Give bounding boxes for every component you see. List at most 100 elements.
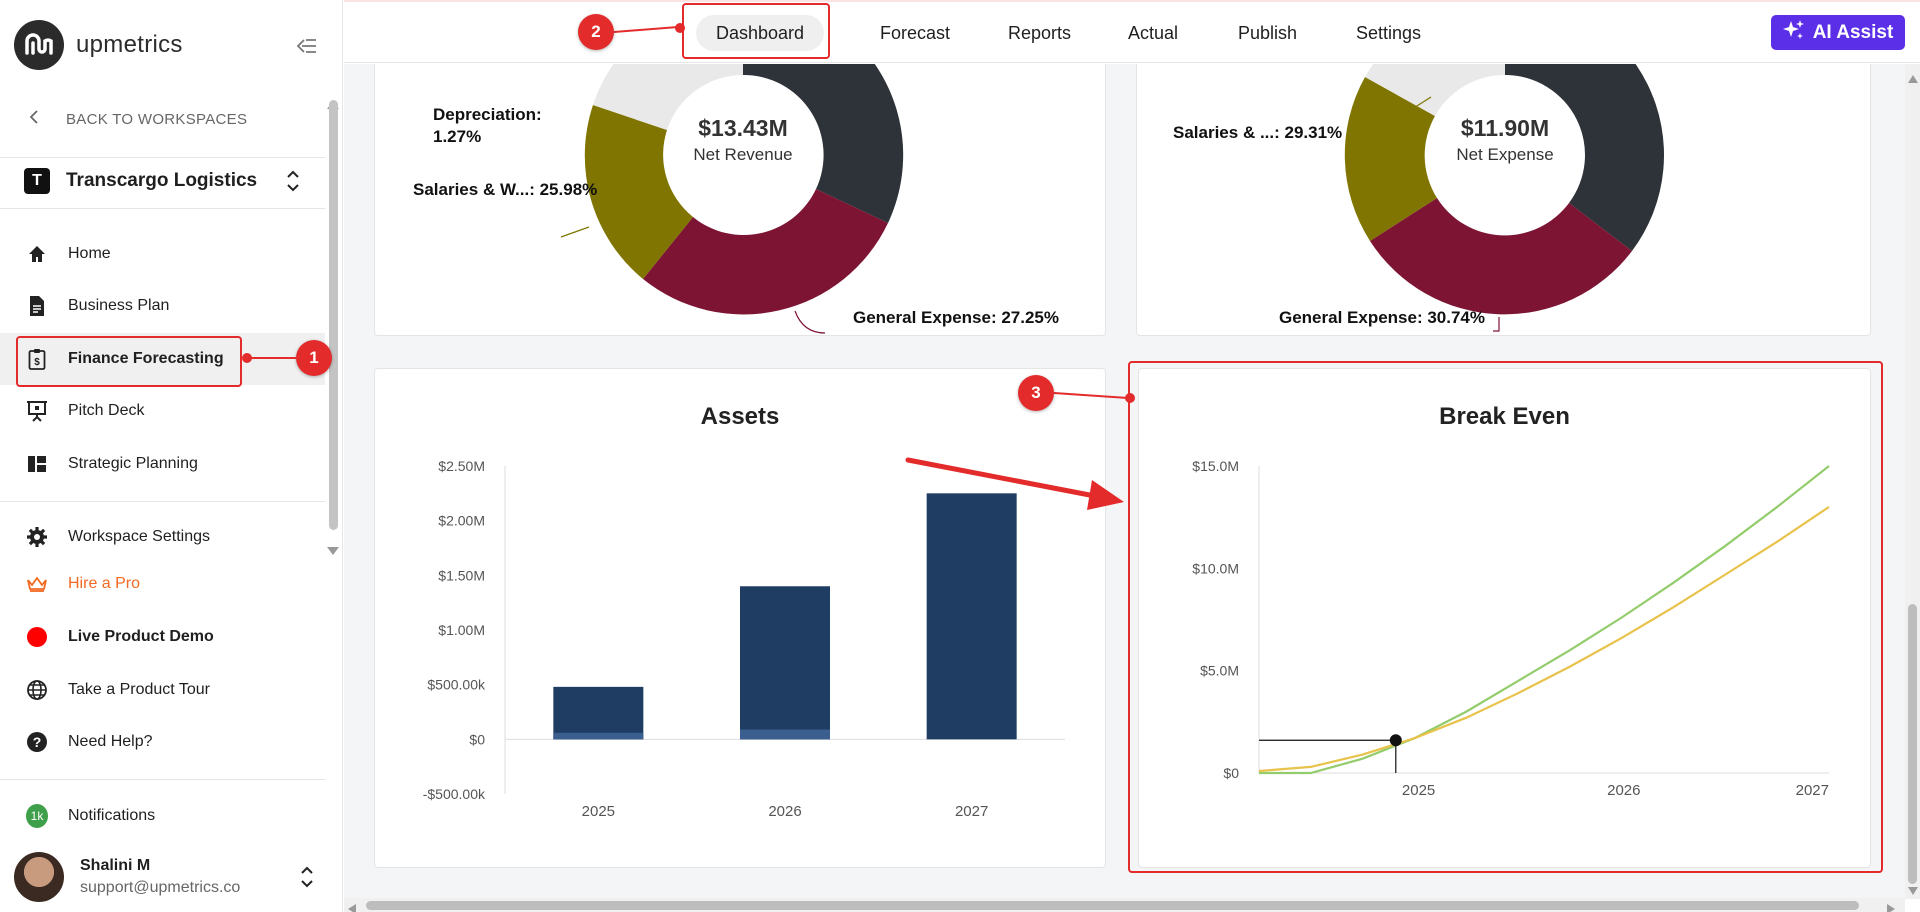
break-even-title: Break Even (1439, 403, 1570, 430)
donut-slice-general-expense (643, 189, 888, 315)
y-tick-label: $10.0M (1192, 560, 1239, 576)
horizontal-scrollbar[interactable] (344, 898, 1905, 912)
general-expense-label: General Expense: 30.74% (1279, 308, 1486, 327)
tab-forecast[interactable]: Forecast (880, 22, 951, 43)
expense-donut-chart (1344, 64, 1664, 332)
back-to-workspaces-link[interactable]: BACK TO WORKSPACES (28, 110, 247, 128)
donut-slice-other (1505, 64, 1664, 251)
nav-hire-a-pro[interactable]: Hire a Pro (0, 558, 325, 610)
depreciation-label: Depreciation: (433, 105, 542, 124)
y-tick-label: $500.00k (427, 677, 486, 693)
x-tick-label: 2025 (582, 803, 615, 820)
brand-logo[interactable]: upmetrics (14, 20, 183, 70)
y-tick-label: $0 (1223, 765, 1239, 781)
x-tick-label: 2026 (1607, 782, 1640, 799)
y-tick-label: -$500.00k (423, 786, 486, 802)
scroll-up-arrow-icon[interactable] (1908, 70, 1918, 88)
grid-icon (26, 453, 48, 475)
general-expense-label: General Expense: 27.25% (853, 308, 1060, 327)
live-dot-icon (26, 626, 48, 648)
scroll-left-arrow-icon[interactable] (348, 901, 356, 912)
workspace-selector[interactable]: T Transcargo Logistics (24, 168, 304, 194)
annotation-callout-1: 1 (296, 340, 332, 376)
finance-icon: $ (26, 348, 48, 370)
ai-assist-button[interactable]: AI Assist (1771, 15, 1905, 50)
net-expense-label: Net Expense (1456, 145, 1554, 164)
nav-workspace-settings[interactable]: Workspace Settings (0, 511, 325, 563)
nav-strategic-planning[interactable]: Strategic Planning (0, 438, 325, 490)
tab-reports[interactable]: Reports (1008, 22, 1072, 43)
nav-business-plan[interactable]: Business Plan (0, 280, 325, 332)
tab-dashboard[interactable]: Dashboard (696, 15, 825, 51)
donut-slice-other (743, 64, 904, 223)
assets-bar-chart: $2.50M $2.00M $1.50M $1.00M $500.00k $0 -$500.… (423, 458, 1065, 820)
y-tick-label: $0 (469, 731, 485, 747)
label-leader-line (1394, 96, 1432, 121)
page-vertical-scrollbar[interactable] (1905, 64, 1920, 899)
chevron-left-icon (28, 110, 40, 128)
nav-take-a-product-tour[interactable]: Take a Product Tour (0, 664, 325, 716)
tab-publish[interactable]: Publish (1238, 22, 1298, 43)
bar-2026 (740, 586, 830, 740)
annotation-highlight-1 (16, 336, 242, 387)
back-to-workspaces-label: BACK TO WORKSPACES (66, 110, 248, 128)
x-tick-label: 2025 (1402, 782, 1435, 799)
tab-settings[interactable]: Settings (1356, 22, 1422, 43)
ai-assist-label: AI Assist (1812, 21, 1894, 43)
globe-icon (26, 679, 48, 701)
expand-collapse-icon[interactable] (300, 864, 314, 895)
horizontal-scroll-thumb[interactable] (366, 901, 1859, 910)
nav-home[interactable]: Home (0, 228, 325, 280)
nav-notifications[interactable]: 1k Notifications (0, 790, 325, 842)
presentation-icon (26, 400, 48, 422)
help-icon: ? (26, 731, 48, 753)
svg-text:$: $ (34, 357, 40, 368)
svg-text:?: ? (33, 734, 42, 750)
nav-notifications-label: Notifications (68, 807, 156, 824)
user-profile[interactable]: Shalini M support@upmetrics.co (14, 852, 240, 902)
x-tick-label: 2027 (1796, 782, 1829, 799)
assets-title: Assets (700, 403, 780, 430)
nav-finance-forecasting[interactable]: $ Finance Forecasting (0, 333, 325, 385)
nav-pitch-deck[interactable]: Pitch Deck (0, 385, 325, 437)
x-tick-label: 2026 (768, 803, 801, 820)
crown-icon (26, 573, 48, 595)
revenue-breakdown-card: $13.43M Net Revenue Depreciation: 1.27% … (374, 64, 1106, 336)
sidebar-scrollbar[interactable] (329, 100, 338, 530)
scroll-down-arrow-icon[interactable] (327, 542, 339, 560)
bar-secondary-2026 (740, 729, 830, 740)
break-even-line-chart: $15.0M $10.0M $5.0M $0 2025 2026 2027 (1192, 458, 1830, 799)
annotation-highlight-2 (682, 3, 830, 59)
dashboard-content: $13.43M Net Revenue Depreciation: 1.27% … (344, 64, 1905, 899)
salaries-label: Salaries & W...: 25.98% (413, 180, 598, 199)
avatar (14, 852, 64, 902)
scroll-down-arrow-icon[interactable] (1908, 882, 1918, 900)
vertical-scroll-thumb[interactable] (1908, 604, 1917, 884)
break-even-card[interactable]: Break Even $15.0M $10.0M $5.0M $0 2025 2026 20… (1138, 368, 1871, 868)
workspace-badge: T (24, 168, 50, 194)
annotation-callout-2: 2 (578, 14, 614, 50)
nav-home-label: Home (68, 245, 111, 262)
label-leader-line (1493, 317, 1500, 332)
break-even-point (1389, 734, 1402, 747)
series-line-0 (1259, 465, 1830, 775)
tab-actual[interactable]: Actual (1128, 22, 1179, 43)
nav-live-product-demo-label: Live Product Demo (68, 628, 214, 645)
document-icon (26, 295, 48, 317)
bar-2027 (926, 493, 1017, 740)
nav-need-help-label: Need Help? (68, 733, 153, 750)
nav-need-help[interactable]: ? Need Help? (0, 716, 325, 768)
collapse-sidebar-icon[interactable] (294, 36, 320, 56)
workspace-name: Transcargo Logistics (66, 170, 258, 191)
nav-live-product-demo[interactable]: Live Product Demo (0, 611, 325, 663)
donut-slice-salaries (1344, 77, 1437, 241)
divider (0, 779, 325, 780)
divider (0, 501, 325, 502)
assets-card: Assets $2.50M $2.00M $1.50M $1.00M $500.00k $… (374, 368, 1106, 868)
brand-name: upmetrics (76, 31, 183, 58)
y-tick-label: $15.0M (1192, 458, 1239, 474)
scroll-right-arrow-icon[interactable] (1887, 901, 1895, 912)
nav-strategic-planning-label: Strategic Planning (68, 455, 198, 472)
user-name: Shalini M (80, 857, 151, 874)
divider (0, 157, 325, 158)
